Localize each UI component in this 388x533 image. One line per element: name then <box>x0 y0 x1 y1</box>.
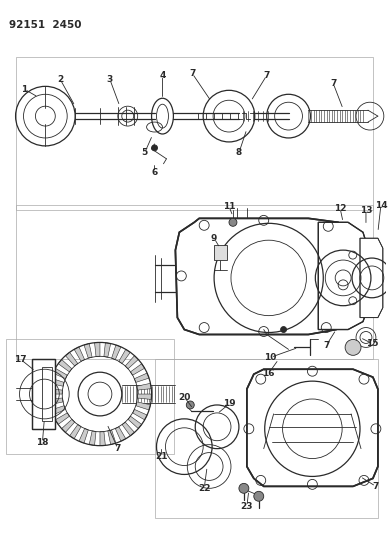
Text: 7: 7 <box>263 71 270 80</box>
Polygon shape <box>112 345 121 360</box>
Text: 2: 2 <box>57 75 63 84</box>
Polygon shape <box>51 406 66 415</box>
Text: 7: 7 <box>114 444 121 453</box>
Polygon shape <box>125 356 138 369</box>
Polygon shape <box>79 429 88 443</box>
Polygon shape <box>214 245 227 260</box>
Text: 17: 17 <box>14 355 27 364</box>
Text: 5: 5 <box>142 148 148 157</box>
Polygon shape <box>108 430 116 445</box>
Polygon shape <box>134 373 149 382</box>
Polygon shape <box>360 238 383 318</box>
Polygon shape <box>89 431 96 446</box>
Circle shape <box>281 327 287 333</box>
Polygon shape <box>53 368 67 379</box>
Polygon shape <box>137 383 151 390</box>
Text: 4: 4 <box>159 71 166 80</box>
Polygon shape <box>58 360 72 372</box>
Circle shape <box>239 483 249 494</box>
Circle shape <box>254 491 264 501</box>
Polygon shape <box>175 219 350 335</box>
Polygon shape <box>119 349 130 364</box>
Text: 3: 3 <box>107 75 113 84</box>
Text: 1: 1 <box>21 85 28 94</box>
Polygon shape <box>84 344 92 358</box>
Text: 7: 7 <box>323 341 329 350</box>
Text: 7: 7 <box>330 79 336 88</box>
Polygon shape <box>130 364 145 375</box>
Polygon shape <box>74 347 85 361</box>
Text: 18: 18 <box>36 438 48 447</box>
Polygon shape <box>136 402 151 410</box>
Polygon shape <box>66 352 78 366</box>
Text: 22: 22 <box>198 484 210 493</box>
Polygon shape <box>115 427 126 441</box>
Circle shape <box>345 340 361 356</box>
Text: 7: 7 <box>373 482 379 491</box>
Polygon shape <box>95 342 100 357</box>
Text: 16: 16 <box>262 369 275 378</box>
Text: 23: 23 <box>241 502 253 511</box>
Text: 6: 6 <box>151 168 158 177</box>
Polygon shape <box>133 409 147 420</box>
Text: 19: 19 <box>223 399 235 408</box>
Polygon shape <box>318 222 368 329</box>
Polygon shape <box>55 413 69 424</box>
Polygon shape <box>48 398 63 405</box>
Polygon shape <box>128 416 142 429</box>
Polygon shape <box>100 432 106 446</box>
Text: 7: 7 <box>189 69 196 78</box>
Text: 11: 11 <box>223 202 235 211</box>
Polygon shape <box>137 394 152 399</box>
Polygon shape <box>48 389 62 394</box>
Text: 21: 21 <box>155 452 168 461</box>
Text: 14: 14 <box>374 201 387 210</box>
Text: 15: 15 <box>365 339 378 348</box>
Text: 12: 12 <box>334 204 346 213</box>
Circle shape <box>229 219 237 227</box>
Polygon shape <box>122 422 135 436</box>
Text: 20: 20 <box>178 392 191 401</box>
Polygon shape <box>69 425 81 439</box>
Text: 13: 13 <box>360 206 372 215</box>
Polygon shape <box>104 343 111 357</box>
Polygon shape <box>33 359 55 429</box>
Text: 8: 8 <box>236 148 242 157</box>
Polygon shape <box>247 369 378 486</box>
Polygon shape <box>49 378 64 386</box>
Circle shape <box>152 145 158 151</box>
Text: 9: 9 <box>211 233 217 243</box>
Circle shape <box>186 401 194 409</box>
Text: 92151  2450: 92151 2450 <box>9 20 81 30</box>
Polygon shape <box>62 419 75 432</box>
Text: 10: 10 <box>265 353 277 362</box>
